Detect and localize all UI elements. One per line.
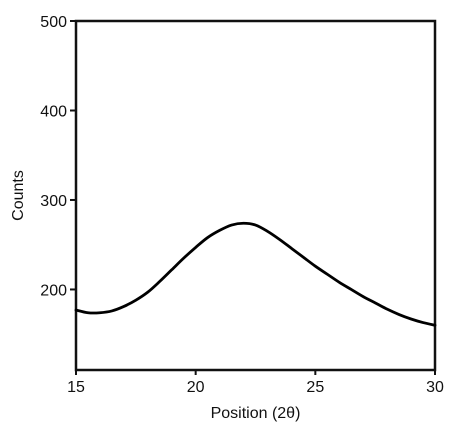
- y-tick-label: 500: [40, 14, 67, 31]
- series-line: [74, 221, 437, 327]
- x-axis-label: Position (2θ): [211, 405, 301, 422]
- y-tick-label: 400: [40, 103, 67, 120]
- y-axis-label: Counts: [10, 170, 27, 221]
- x-tick-label: 20: [187, 379, 205, 396]
- y-axis-ticks: 200 300 400 500: [40, 14, 76, 299]
- x-tick-label: 15: [67, 379, 85, 396]
- plot-frame: [74, 19, 437, 372]
- y-tick-label: 300: [40, 193, 67, 210]
- x-axis-ticks: 15 20 25 30: [67, 370, 444, 396]
- x-tick-label: 30: [426, 379, 444, 396]
- x-tick-label: 25: [306, 379, 324, 396]
- y-tick-label: 200: [40, 282, 67, 299]
- series-layer: [74, 221, 437, 327]
